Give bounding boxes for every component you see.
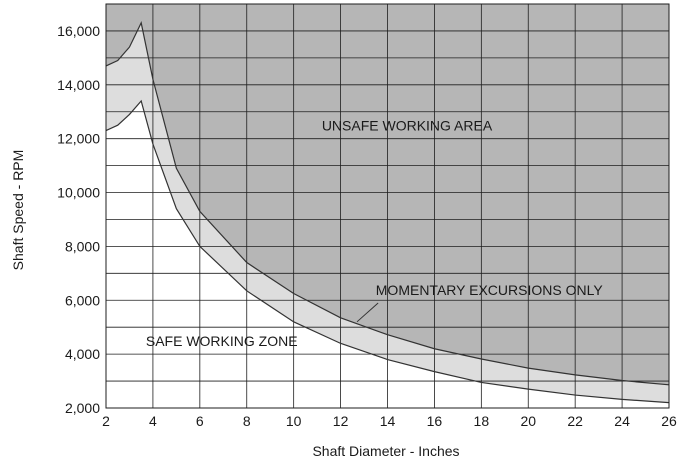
x-axis-title: Shaft Diameter - Inches — [312, 443, 459, 459]
x-tick-label: 24 — [614, 413, 630, 429]
x-tick-label: 8 — [243, 413, 251, 429]
x-tick-label: 20 — [520, 413, 536, 429]
x-tick-label: 12 — [333, 413, 349, 429]
plot-frame — [105, 3, 670, 409]
momentary-pointer-line — [356, 302, 379, 323]
x-tick-label: 18 — [474, 413, 490, 429]
series-line-1 — [105, 21, 670, 386]
grid — [105, 3, 670, 409]
x-tick-label: 2 — [102, 413, 110, 429]
x-tick-label: 22 — [567, 413, 583, 429]
y-tick-labels: 2,000 4,000 6,000 8,000 10,000 12,000 14,000 16… — [57, 23, 100, 416]
y-tick-label: 6,000 — [65, 292, 100, 308]
safe-zone-label: SAFE WORKING ZONE — [146, 333, 298, 349]
y-tick-label: 4,000 — [65, 346, 100, 362]
y-tick-label: 12,000 — [57, 131, 100, 147]
x-tick-label: 16 — [427, 413, 443, 429]
series-line-2 — [105, 99, 670, 404]
x-tick-label: 4 — [149, 413, 157, 429]
unsafe-area-label: UNSAFE WORKING AREA — [322, 118, 493, 134]
y-tick-label: 16,000 — [57, 23, 100, 39]
y-tick-label: 14,000 — [57, 77, 100, 93]
x-tick-label: 10 — [286, 413, 302, 429]
y-tick-label: 10,000 — [57, 185, 100, 201]
y-tick-label: 8,000 — [65, 238, 100, 254]
momentary-excursions-label: MOMENTARY EXCURSIONS ONLY — [376, 282, 604, 298]
x-tick-label: 26 — [661, 413, 677, 429]
y-axis-title: Shaft Speed - RPM — [10, 150, 26, 271]
x-tick-labels: 2 4 6 8 10 12 14 16 18 20 22 24 26 — [102, 413, 677, 429]
x-tick-label: 6 — [196, 413, 204, 429]
annotations: UNSAFE WORKING AREA MOMENTARY EXCURSIONS … — [146, 118, 603, 349]
series-lines — [105, 21, 670, 404]
x-tick-label: 14 — [380, 413, 396, 429]
y-tick-label: 2,000 — [65, 400, 100, 416]
